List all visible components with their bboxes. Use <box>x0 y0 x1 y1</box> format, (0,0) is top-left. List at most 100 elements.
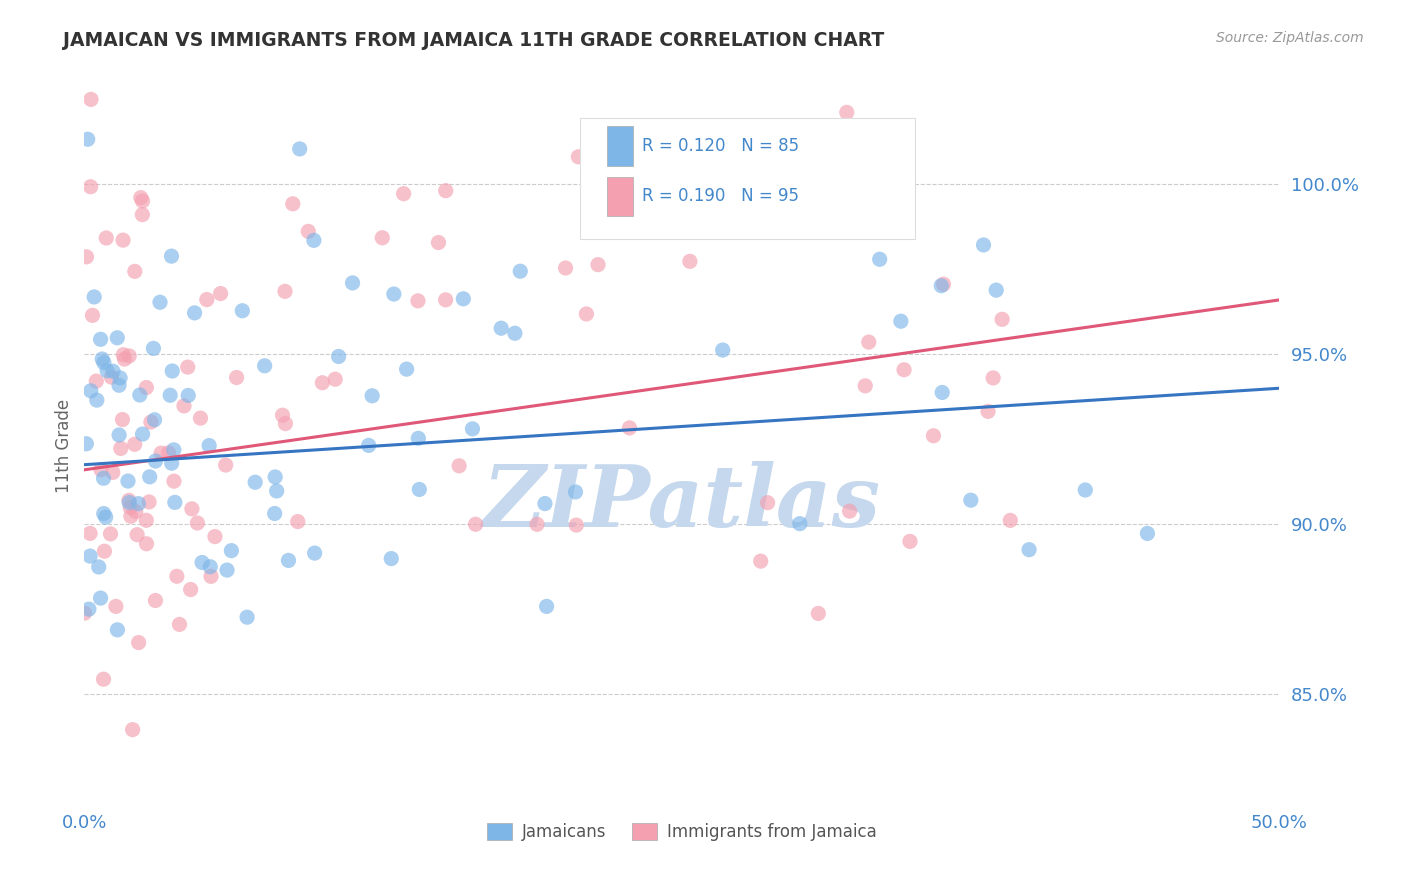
Point <box>198 439 221 453</box>
Point <box>204 530 226 544</box>
Y-axis label: 11th Grade: 11th Grade <box>55 399 73 493</box>
Point <box>118 493 141 508</box>
Point <box>838 504 860 518</box>
Point <box>304 546 326 560</box>
Point <box>75 436 97 450</box>
Point <box>121 723 143 737</box>
Point <box>380 551 402 566</box>
Point <box>166 569 188 583</box>
Point <box>264 470 287 484</box>
Point <box>90 591 112 606</box>
Point <box>991 312 1014 326</box>
Point <box>215 563 238 577</box>
Point <box>135 380 157 394</box>
Point <box>297 224 319 238</box>
Point <box>143 413 166 427</box>
Point <box>981 371 1004 385</box>
Point <box>145 593 167 607</box>
Point <box>131 194 153 208</box>
Point <box>79 179 101 194</box>
Point <box>83 290 105 304</box>
Point <box>564 485 586 500</box>
Point <box>163 442 186 457</box>
Point <box>157 446 180 460</box>
Point <box>489 321 512 335</box>
Point <box>96 231 118 245</box>
Point <box>114 352 136 367</box>
Point <box>128 635 150 649</box>
Point <box>190 411 212 425</box>
Point <box>807 607 830 621</box>
Point <box>128 388 150 402</box>
Point <box>186 516 208 530</box>
Point <box>890 314 912 328</box>
Point <box>453 292 475 306</box>
Point <box>86 374 108 388</box>
Text: R = 0.190   N = 95: R = 0.190 N = 95 <box>643 187 800 205</box>
Point <box>100 370 122 384</box>
Point <box>509 264 531 278</box>
Point <box>893 363 915 377</box>
Point <box>191 556 214 570</box>
Point <box>120 509 142 524</box>
Point <box>342 276 364 290</box>
Point <box>73 606 96 620</box>
Point <box>406 293 429 308</box>
Point <box>858 335 880 350</box>
Point <box>200 559 222 574</box>
Point <box>586 258 609 272</box>
Point <box>221 543 243 558</box>
Point <box>108 378 131 392</box>
Point <box>461 422 484 436</box>
Point <box>464 517 486 532</box>
Legend: Jamaicans, Immigrants from Jamaica: Jamaicans, Immigrants from Jamaica <box>481 816 883 848</box>
Point <box>434 293 457 307</box>
Point <box>195 293 218 307</box>
Point <box>311 376 333 390</box>
Point <box>110 442 132 456</box>
Point <box>105 331 128 345</box>
Point <box>986 283 1008 297</box>
Point <box>1018 542 1040 557</box>
Point <box>183 306 205 320</box>
Point <box>973 238 995 252</box>
Point <box>79 549 101 563</box>
Point <box>112 233 135 247</box>
Point <box>169 617 191 632</box>
Point <box>931 385 953 400</box>
Point <box>101 364 124 378</box>
Point <box>253 359 276 373</box>
Point <box>922 429 945 443</box>
Point <box>135 537 157 551</box>
Point <box>565 518 588 533</box>
Point <box>180 582 202 597</box>
Point <box>382 287 405 301</box>
Point <box>86 393 108 408</box>
Point <box>323 372 346 386</box>
Point <box>124 437 146 451</box>
Text: R = 0.120   N = 85: R = 0.120 N = 85 <box>643 137 800 155</box>
Point <box>127 527 149 541</box>
Point <box>302 233 325 247</box>
Point <box>271 409 294 423</box>
Point <box>200 569 222 583</box>
Point <box>266 483 288 498</box>
Point <box>101 466 124 480</box>
Point <box>408 483 430 497</box>
Point <box>93 544 115 558</box>
FancyBboxPatch shape <box>581 118 915 239</box>
Point <box>932 277 955 292</box>
Point <box>160 249 183 263</box>
FancyBboxPatch shape <box>606 127 633 166</box>
Point <box>554 260 576 275</box>
Point <box>534 497 557 511</box>
Point <box>526 517 548 532</box>
Point <box>567 150 589 164</box>
Point <box>79 526 101 541</box>
FancyBboxPatch shape <box>606 177 633 216</box>
Point <box>328 350 350 364</box>
Point <box>117 474 139 488</box>
Point <box>82 309 104 323</box>
Point <box>118 349 141 363</box>
Point <box>125 504 148 518</box>
